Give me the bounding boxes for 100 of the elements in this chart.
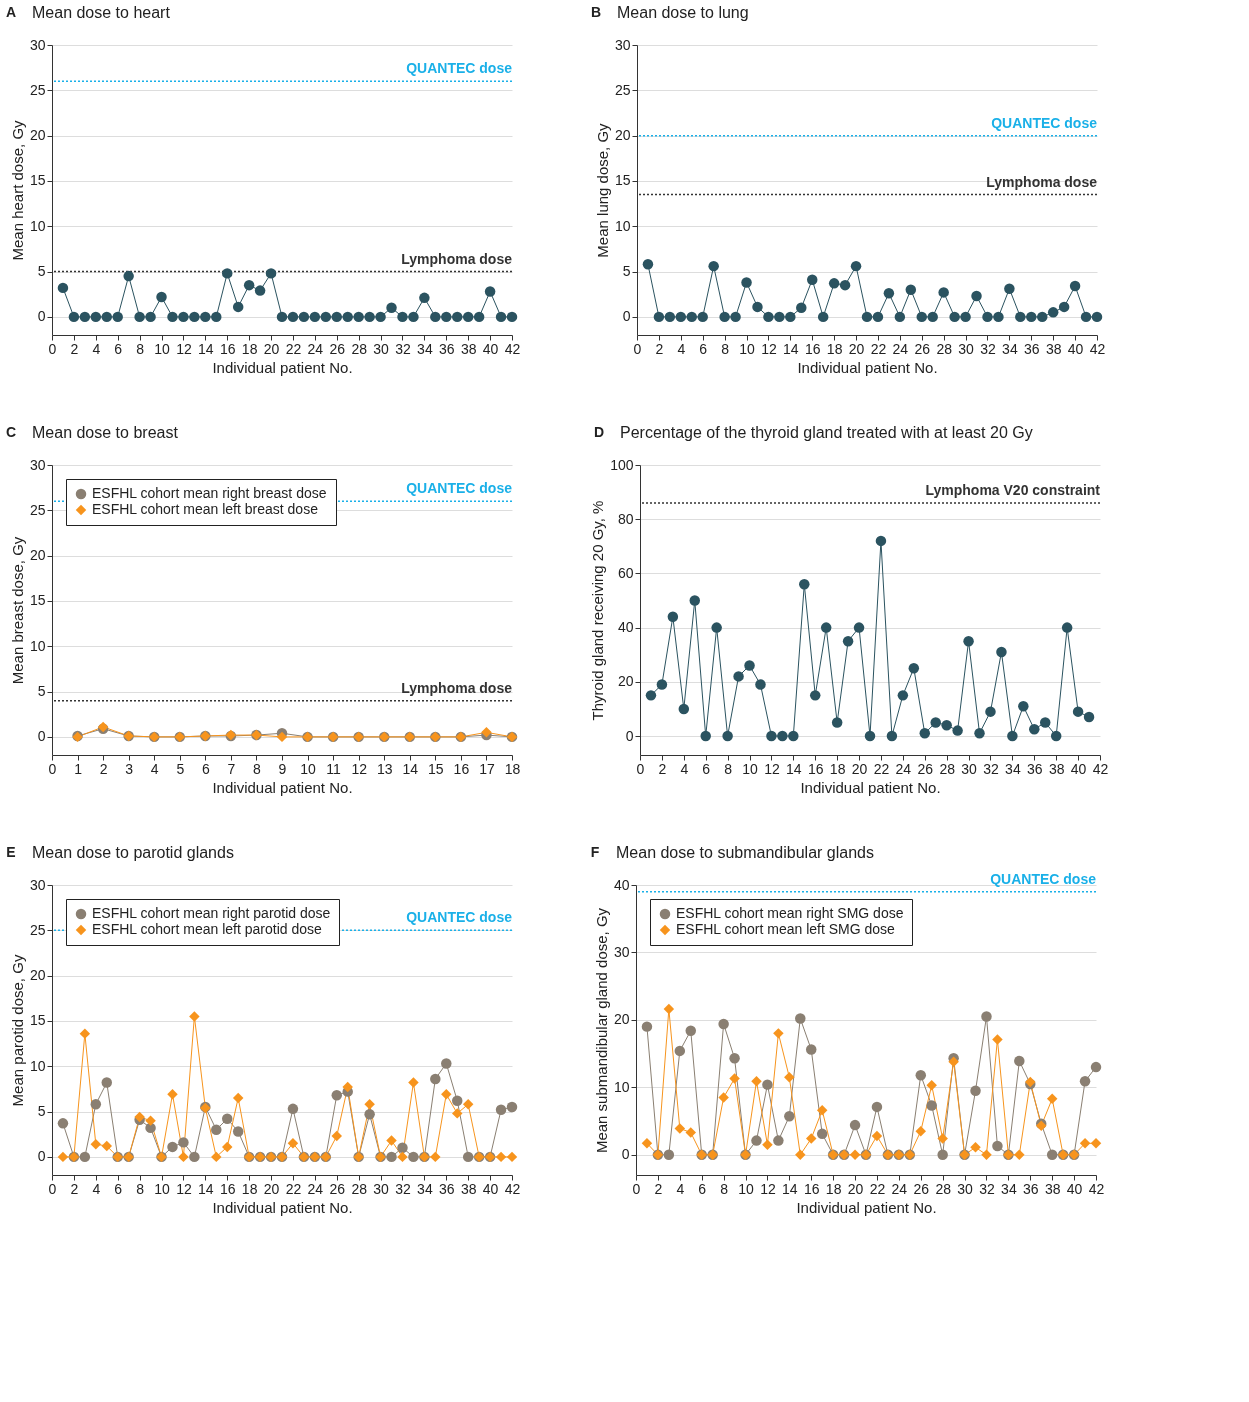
x-tick-label: 4	[92, 340, 101, 357]
x-tick-label: 12	[761, 340, 777, 357]
ref-line-label: QUANTEC dose	[406, 909, 513, 926]
x-tick-label: 3	[125, 760, 134, 777]
point	[90, 311, 102, 323]
point	[342, 1081, 353, 1093]
point	[831, 717, 843, 728]
point	[1061, 622, 1073, 633]
x-tick-label: 30	[961, 760, 978, 777]
y-tick-label: 20	[614, 127, 631, 144]
point	[641, 1021, 653, 1032]
point	[992, 1140, 1003, 1152]
point	[773, 1135, 784, 1146]
point	[641, 1138, 653, 1149]
point	[1018, 700, 1029, 712]
point	[919, 728, 931, 739]
x-tick-label: 16	[807, 760, 824, 777]
x-tick-label: 30	[373, 1180, 390, 1197]
x-tick-label: 14	[198, 1180, 214, 1197]
point	[663, 1149, 675, 1160]
point	[473, 311, 485, 323]
point	[952, 725, 963, 736]
point	[90, 1099, 102, 1110]
y-tick-label: 25	[29, 501, 46, 518]
text: C	[5, 424, 17, 440]
point	[506, 311, 518, 323]
point	[430, 1073, 441, 1085]
x-tick-label: 2	[655, 340, 664, 357]
x-tick-label: 6	[114, 1180, 123, 1197]
x-tick-label: 40	[1067, 340, 1084, 357]
point	[656, 679, 668, 690]
y-tick-label: 10	[29, 637, 46, 654]
point	[849, 1149, 861, 1161]
x-tick-label: 10	[739, 340, 756, 357]
x-tick-label: 8	[253, 760, 262, 777]
x-tick-label: 30	[957, 1180, 974, 1197]
x-tick-label: 24	[307, 1180, 324, 1197]
point	[718, 1092, 729, 1103]
y-tick-label: 15	[614, 172, 631, 189]
point	[408, 1151, 419, 1163]
point	[1015, 311, 1026, 323]
chart-title: Mean dose to submandibular glands	[616, 844, 874, 861]
point	[506, 1151, 518, 1163]
x-tick-label: 20	[851, 760, 868, 777]
y-tick-label: 5	[37, 1103, 46, 1120]
point	[981, 1011, 992, 1022]
point	[816, 1105, 828, 1116]
x-tick-label: 18	[241, 1180, 258, 1197]
point	[842, 635, 854, 647]
x-tick-label: 8	[721, 340, 730, 357]
y-axis-title: Mean lung dose, Gy	[593, 122, 611, 258]
x-tick-label: 10	[738, 1180, 755, 1197]
point	[1014, 1055, 1025, 1067]
point	[462, 1099, 474, 1110]
point	[57, 1151, 69, 1163]
point	[938, 287, 949, 298]
y-tick-label: 30	[614, 36, 631, 53]
x-tick-label: 34	[1005, 760, 1021, 777]
x-tick-label: 42	[1089, 340, 1106, 357]
x-tick-label: 26	[914, 340, 931, 357]
y-tick-label: 40	[613, 876, 630, 893]
ref-line-label: QUANTEC dose	[991, 114, 1098, 131]
x-tick-label: 12	[764, 760, 780, 777]
x-tick-label: 20	[848, 340, 865, 357]
ref-line-label: Lymphoma dose	[401, 679, 513, 696]
point	[211, 1124, 222, 1135]
x-tick-label: 17	[479, 760, 495, 777]
legend-label: ESFHL cohort mean right breast dose	[92, 485, 327, 501]
point	[1047, 307, 1059, 318]
x-tick-label: 28	[935, 1180, 952, 1197]
point	[112, 311, 123, 323]
point	[462, 1151, 474, 1163]
y-tick-label: 30	[29, 456, 46, 473]
x-tick-label: 13	[376, 760, 393, 777]
point	[1080, 311, 1092, 323]
point	[871, 1101, 883, 1113]
point	[1036, 311, 1048, 323]
x-tick-label: 36	[1027, 760, 1043, 777]
point	[287, 1103, 299, 1115]
y-tick-label: 10	[29, 217, 46, 234]
y-tick-label: 0	[622, 308, 631, 325]
x-tick-label: 26	[329, 340, 346, 357]
y-tick-label: 10	[29, 1057, 46, 1074]
x-tick-label: 14	[402, 760, 419, 777]
point	[441, 1089, 452, 1100]
ref-line-label: QUANTEC dose	[406, 60, 513, 77]
point	[1046, 1149, 1058, 1160]
point	[79, 311, 91, 323]
point	[145, 1115, 156, 1126]
chart-title: Mean dose to breast	[32, 424, 179, 441]
x-tick-label: 30	[958, 340, 975, 357]
point	[711, 622, 722, 633]
point	[178, 311, 189, 323]
text: F	[590, 844, 600, 860]
point	[722, 730, 733, 742]
point	[495, 1151, 507, 1163]
x-tick-label: 26	[917, 760, 934, 777]
point	[189, 1151, 200, 1163]
y-axis-title: Thyroid gland receiving 20 Gy, %	[589, 500, 607, 721]
point	[232, 1126, 244, 1137]
